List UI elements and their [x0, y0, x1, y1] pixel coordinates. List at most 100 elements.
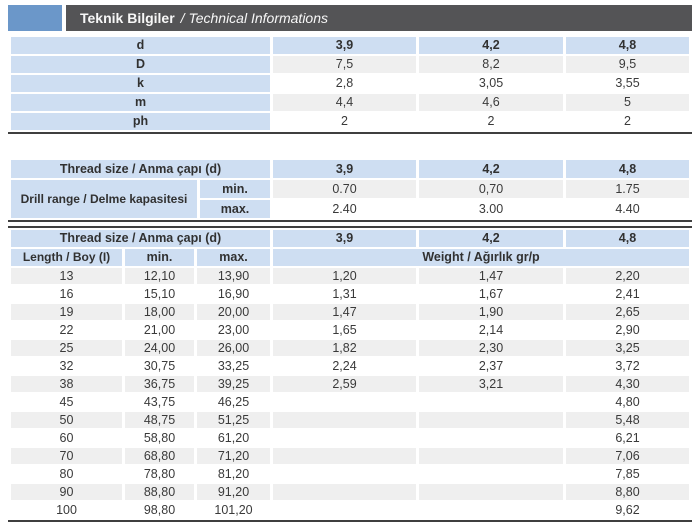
cell: 48,75	[125, 412, 194, 428]
cell: 1,82	[273, 340, 416, 356]
length-cell: 90	[11, 484, 122, 500]
row-label: ph	[11, 113, 270, 130]
length-weight-table-body: Thread size / Anma çapı (d) 3,9 4,2 4,8 …	[11, 230, 689, 518]
table-row: Thread size / Anma çapı (d) 3,9 4,2 4,8	[11, 230, 689, 247]
column-header: 3,9	[273, 160, 417, 178]
cell: 0,70	[419, 180, 564, 198]
table-row: 100 98,80 101,20 9,62	[11, 502, 689, 518]
table-row: ph 2 2 2	[11, 113, 689, 130]
cell: 3,05	[419, 75, 563, 92]
weight-header: Weight / Ağırlık gr/p	[273, 249, 689, 266]
cell: 2,24	[273, 358, 416, 374]
cell: 33,25	[197, 358, 270, 374]
table-row: 25 24,00 26,00 1,82 2,30 3,25	[11, 340, 689, 356]
cell: 3,72	[566, 358, 689, 374]
cell: 7,5	[273, 56, 416, 73]
cell: 1,65	[273, 322, 416, 338]
cell: 1.75	[566, 180, 690, 198]
cell: 1,20	[273, 268, 416, 284]
table-row: 32 30,75 33,25 2,24 2,37 3,72	[11, 358, 689, 374]
table-row: 13 12,10 13,90 1,20 1,47 2,20	[11, 268, 689, 284]
length-label: Length / Boy (I)	[11, 249, 122, 266]
cell: 3,25	[566, 340, 689, 356]
cell: 4,30	[566, 376, 689, 392]
title-bar: Teknik Bilgiler / Technical Informations	[8, 5, 692, 31]
table-row: Drill range / Delme kapasitesi min. 0.70…	[11, 180, 690, 218]
table-row: 60 58,80 61,20 6,21	[11, 430, 689, 446]
cell: 2,37	[419, 358, 563, 374]
cell: 1,47	[273, 304, 416, 320]
cell	[273, 448, 416, 464]
cell	[419, 466, 563, 482]
cell	[273, 466, 416, 482]
table-row: 45 43,75 46,25 4,80	[11, 394, 689, 410]
cell: 1,47	[419, 268, 563, 284]
cell: 16,90	[197, 286, 270, 302]
cell: 98,80	[125, 502, 194, 518]
cell	[273, 502, 416, 518]
cell: 12,10	[125, 268, 194, 284]
cell: 2	[273, 113, 416, 130]
cell: 13,90	[197, 268, 270, 284]
length-weight-table: Thread size / Anma çapı (d) 3,9 4,2 4,8 …	[8, 226, 692, 522]
cell: 4.40	[566, 200, 690, 218]
cell: 26,00	[197, 340, 270, 356]
cell	[419, 394, 563, 410]
column-header: 4,8	[566, 230, 689, 247]
thread-size-header: Thread size / Anma çapı (d)	[11, 230, 270, 247]
table-row: 16 15,10 16,90 1,31 1,67 2,41	[11, 286, 689, 302]
table-row: 50 48,75 51,25 5,48	[11, 412, 689, 428]
row-label: d	[11, 37, 270, 54]
column-header: 4,8	[566, 160, 690, 178]
dimensions-table-body: d 3,9 4,2 4,8 D 7,5 8,2 9,5 k 2,8 3,05 3,55 m 4,4 4,6 5…	[11, 37, 689, 130]
cell: 81,20	[197, 466, 270, 482]
cell: 3.00	[419, 200, 564, 218]
cell: 91,20	[197, 484, 270, 500]
cell	[273, 430, 416, 446]
cell: 58,80	[125, 430, 194, 446]
drill-range-label: Drill range / Delme kapasitesi	[11, 180, 197, 218]
cell: 2	[566, 113, 689, 130]
cell: 7,85	[566, 466, 689, 482]
cell: 4,6	[419, 94, 563, 111]
length-cell: 25	[11, 340, 122, 356]
cell: 2	[419, 113, 563, 130]
row-label: m	[11, 94, 270, 111]
cell: 78,80	[125, 466, 194, 482]
cell: 4,80	[566, 394, 689, 410]
table-row: 70 68,80 71,20 7,06	[11, 448, 689, 464]
brand-accent-square	[8, 5, 62, 31]
cell: 4,4	[273, 94, 416, 111]
cell: 21,00	[125, 322, 194, 338]
cell: 24,00	[125, 340, 194, 356]
cell	[419, 430, 563, 446]
max-label: max.	[200, 200, 271, 218]
cell	[419, 502, 563, 518]
column-header: 4,2	[419, 230, 563, 247]
drill-range-table: Thread size / Anma çapı (d) 3,9 4,2 4,8 …	[8, 158, 692, 222]
length-cell: 100	[11, 502, 122, 518]
section-title-english: / Technical Informations	[180, 10, 329, 26]
cell: 2,41	[566, 286, 689, 302]
table-row: 22 21,00 23,00 1,65 2,14 2,90	[11, 322, 689, 338]
dimensions-table: d 3,9 4,2 4,8 D 7,5 8,2 9,5 k 2,8 3,05 3,55 m 4,4 4,6 5…	[8, 35, 692, 134]
min-label: min.	[125, 249, 194, 266]
cell: 61,20	[197, 430, 270, 446]
cell: 6,21	[566, 430, 689, 446]
cell: 0.70	[273, 180, 417, 198]
cell: 7,06	[566, 448, 689, 464]
cell: 9,5	[566, 56, 689, 73]
length-cell: 70	[11, 448, 122, 464]
column-header: 4,2	[419, 160, 564, 178]
cell: 8,2	[419, 56, 563, 73]
cell: 88,80	[125, 484, 194, 500]
table-row: D 7,5 8,2 9,5	[11, 56, 689, 73]
cell: 1,31	[273, 286, 416, 302]
cell: 2,65	[566, 304, 689, 320]
cell: 39,25	[197, 376, 270, 392]
length-cell: 22	[11, 322, 122, 338]
cell: 3,9	[273, 37, 416, 54]
cell: 43,75	[125, 394, 194, 410]
max-label: max.	[197, 249, 270, 266]
